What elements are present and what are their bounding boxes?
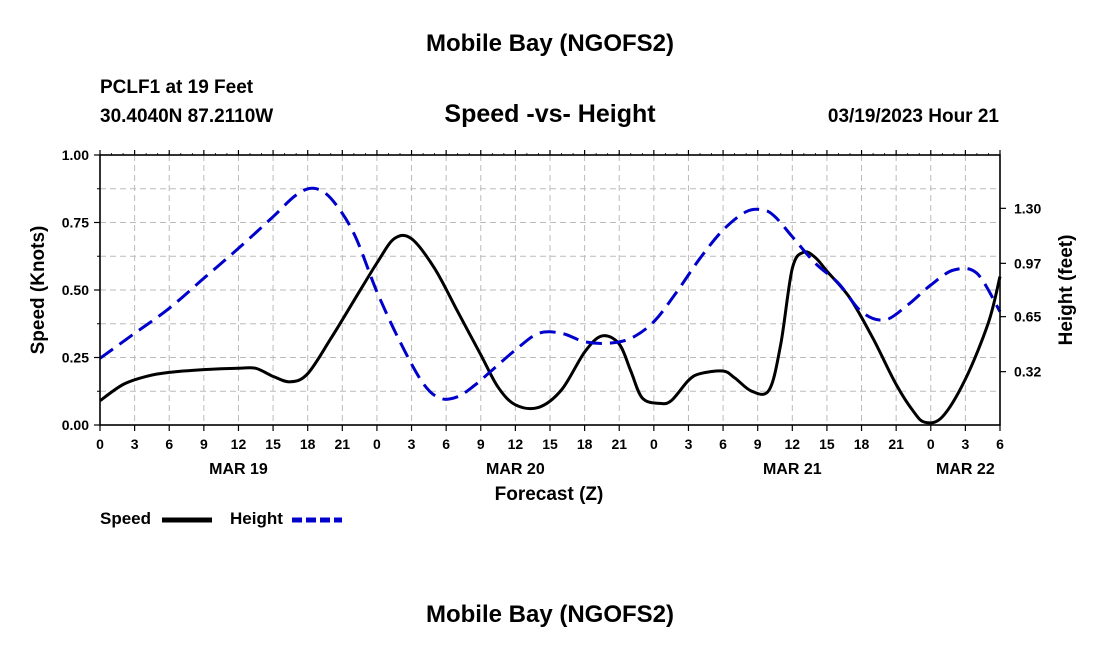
x-tick-label: 18 [854,436,870,452]
x-axis-title: Forecast (Z) [495,484,604,505]
y-left-tick-label: 0.00 [62,417,89,433]
series-line-height [99,186,1002,401]
station-label: PCLF1 at 19 Feet [100,77,254,98]
chart-title: Mobile Bay (NGOFS2) [425,30,675,57]
x-tick-label: 6 [996,436,1004,452]
y-left-tick-label: 0.25 [62,350,89,366]
series-layer [99,186,1002,425]
x-tick-label: 3 [408,436,416,452]
axis-labels: 0 3 6 9 12 15 18 21 0 3 6 9 12 15 18 21 0 3 6 9 12 15 18 21 0 3 6M… [62,147,1042,478]
y-right-tick-label: 0.97 [1014,255,1041,271]
x-tick-label: 0 [373,436,381,452]
x-tick-label: 15 [542,436,558,452]
x-tick-label: 6 [442,436,450,452]
x-tick-label: 12 [231,436,247,452]
legend-speed-label: Speed [100,509,152,528]
x-tick-label: 21 [888,436,904,452]
x-tick-label: 3 [961,436,969,452]
x-tick-label: 18 [577,436,593,452]
y-axis-right-title: Height (feet) [1056,235,1077,346]
x-tick-label: 15 [265,436,281,452]
chart-footer-title: Mobile Bay (NGOFS2) [425,601,675,628]
grid [100,155,1000,425]
y-left-tick-label: 0.50 [62,282,89,298]
x-tick-label: 18 [300,436,316,452]
x-tick-label: 9 [200,436,208,452]
x-tick-label: 6 [719,436,727,452]
x-tick-label: 12 [508,436,524,452]
coordinates-label: 30.4040N 87.2110W [100,106,274,127]
y-axis-left-title: Speed (Knots) [28,226,49,355]
date-label: MAR 19 [209,461,268,478]
datetime-label: 03/19/2023 Hour 21 [827,106,999,127]
date-label: MAR 21 [763,461,822,478]
x-tick-label: 21 [611,436,627,452]
x-tick-label: 12 [785,436,801,452]
y-right-tick-label: 1.30 [1014,200,1041,216]
date-label: MAR 22 [936,461,995,478]
x-tick-label: 9 [477,436,485,452]
y-right-tick-label: 0.65 [1014,309,1041,325]
y-left-tick-label: 0.75 [62,215,89,231]
date-label: MAR 20 [486,461,545,478]
plot-frame [99,154,1001,426]
x-tick-label: 21 [335,436,351,452]
x-tick-label: 6 [165,436,173,452]
x-tick-label: 0 [650,436,658,452]
x-tick-label: 9 [754,436,762,452]
x-tick-label: 0 [96,436,104,452]
x-tick-label: 3 [685,436,693,452]
y-right-tick-label: 0.32 [1014,364,1041,380]
y-left-tick-label: 1.00 [62,147,89,163]
x-tick-label: 0 [927,436,935,452]
x-tick-label: 15 [819,436,835,452]
legend-height-label: Height [230,509,283,528]
chart-subtitle: Speed -vs- Height [444,100,656,128]
x-tick-label: 3 [131,436,139,452]
